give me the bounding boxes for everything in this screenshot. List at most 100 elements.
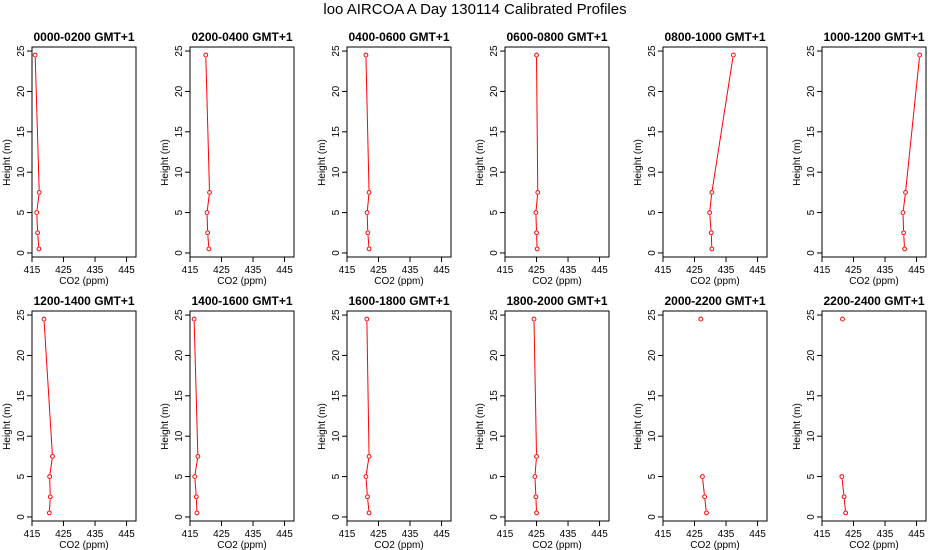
profile-line-segment <box>536 57 539 190</box>
panel-title: 1600-1800 GMT+1 <box>348 294 449 308</box>
data-point <box>47 494 53 500</box>
profile-line-segment <box>903 235 905 247</box>
y-tick-label: 25 <box>331 309 342 321</box>
profile-line-segment <box>205 57 210 190</box>
data-point <box>34 210 40 215</box>
y-tick-label: 5 <box>489 473 500 479</box>
x-axis-label: CO2 (ppm) <box>59 540 108 550</box>
x-tick-label: 445 <box>276 265 293 276</box>
plot-frame <box>189 310 295 522</box>
plot-frame <box>821 46 927 258</box>
panel-title: 0800-1000 GMT+1 <box>664 30 765 44</box>
data-point <box>840 316 845 322</box>
y-tick-label: 20 <box>647 85 658 97</box>
x-tick-label: 425 <box>370 265 387 276</box>
x-tick-label: 435 <box>877 529 894 540</box>
x-tick-label: 445 <box>591 529 608 540</box>
y-tick-label: 25 <box>331 45 342 57</box>
profile-line-segment <box>533 321 537 454</box>
profile-line-segment <box>36 194 40 211</box>
profile-line-segment <box>365 57 370 190</box>
y-tick-label: 15 <box>489 390 500 402</box>
x-tick-label: 445 <box>749 265 766 276</box>
data-point <box>534 246 540 252</box>
y-tick-label: 25 <box>806 309 817 321</box>
x-tick-label: 435 <box>560 529 577 540</box>
profile-line-segment <box>843 499 846 511</box>
profile-chart-2: 0200-0400 GMT+1 415 425 435 445 CO2 (ppm) 0 5 10… <box>160 30 295 287</box>
x-tick-label: 435 <box>718 265 735 276</box>
x-tick-label: 435 <box>402 265 419 276</box>
x-axis-label: CO2 (ppm) <box>374 540 423 550</box>
panel-title: 1000-1200 GMT+1 <box>823 30 924 44</box>
profile-chart-7: 1200-1400 GMT+1 415 425 435 445 CO2 (ppm) 0 5 10… <box>2 294 137 550</box>
data-point <box>36 246 42 252</box>
data-point <box>47 474 53 479</box>
data-point <box>363 52 369 58</box>
y-tick-label: 0 <box>647 514 658 520</box>
x-tick-label: 445 <box>276 529 293 540</box>
y-tick-label: 20 <box>331 85 342 97</box>
data-point <box>699 474 705 479</box>
y-tick-label: 20 <box>331 349 342 361</box>
data-point <box>50 453 55 459</box>
y-tick-label: 10 <box>331 166 342 178</box>
x-tick-label: 425 <box>213 529 230 540</box>
profile-chart-3: 0400-0600 GMT+1 415 425 435 445 CO2 (ppm) 0 5 10… <box>317 30 452 287</box>
x-tick-label: 445 <box>749 529 766 540</box>
x-tick-label: 415 <box>24 265 41 276</box>
x-tick-label: 445 <box>591 265 608 276</box>
x-tick-label: 435 <box>402 529 419 540</box>
data-point <box>534 510 539 516</box>
x-tick-label: 435 <box>245 529 262 540</box>
plot-frame <box>504 46 610 258</box>
profile-chart-6: 1000-1200 GMT+1 415 425 435 445 CO2 (ppm) 0 5 10… <box>792 30 927 287</box>
x-tick-label: 445 <box>118 265 135 276</box>
y-tick-label: 15 <box>489 126 500 138</box>
data-point <box>841 494 847 500</box>
profile-line-segment <box>206 194 210 211</box>
y-tick-label: 0 <box>174 250 185 256</box>
y-tick-label: 10 <box>16 430 27 442</box>
data-point <box>917 52 923 58</box>
x-tick-label: 425 <box>55 529 72 540</box>
y-tick-label: 20 <box>806 349 817 361</box>
y-tick-label: 10 <box>489 430 500 442</box>
data-point <box>900 210 906 215</box>
x-axis-label: CO2 (ppm) <box>217 276 266 287</box>
x-tick-label: 425 <box>213 265 230 276</box>
y-axis-label: Height (m) <box>317 403 328 450</box>
profile-line-segment <box>709 194 713 211</box>
y-tick-label: 25 <box>647 309 658 321</box>
y-tick-label: 10 <box>174 430 185 442</box>
panel-title: 0600-0800 GMT+1 <box>506 30 607 44</box>
page-title: loo AIRCOA A Day 130114 Calibrated Profi… <box>323 1 627 18</box>
x-tick-label: 445 <box>908 529 925 540</box>
panel-title: 2200-2400 GMT+1 <box>823 294 924 308</box>
y-tick-label: 15 <box>174 390 185 402</box>
x-tick-label: 425 <box>370 529 387 540</box>
profile-line-segment <box>194 479 197 495</box>
data-point <box>207 189 212 195</box>
profile-line-segment <box>534 479 537 495</box>
data-point <box>32 52 38 58</box>
data-point <box>709 246 715 252</box>
y-tick-label: 0 <box>331 250 342 256</box>
data-point <box>843 510 849 516</box>
data-point <box>533 494 539 500</box>
data-point <box>535 189 541 195</box>
y-tick-label: 0 <box>16 250 27 256</box>
data-point <box>206 246 212 252</box>
y-tick-label: 15 <box>647 126 658 138</box>
x-axis-label: CO2 (ppm) <box>532 540 581 550</box>
y-tick-label: 0 <box>647 250 658 256</box>
panel-title: 1400-1600 GMT+1 <box>191 294 292 308</box>
y-tick-label: 5 <box>806 473 817 479</box>
profile-chart-9: 1600-1800 GMT+1 415 425 435 445 CO2 (ppm) 0 5 10… <box>317 294 452 550</box>
profile-line-segment <box>709 215 712 231</box>
x-tick-label: 445 <box>433 529 450 540</box>
panel-title: 0200-0400 GMT+1 <box>191 30 292 44</box>
x-tick-label: 435 <box>560 265 577 276</box>
x-tick-label: 415 <box>497 265 514 276</box>
x-tick-label: 415 <box>814 265 831 276</box>
